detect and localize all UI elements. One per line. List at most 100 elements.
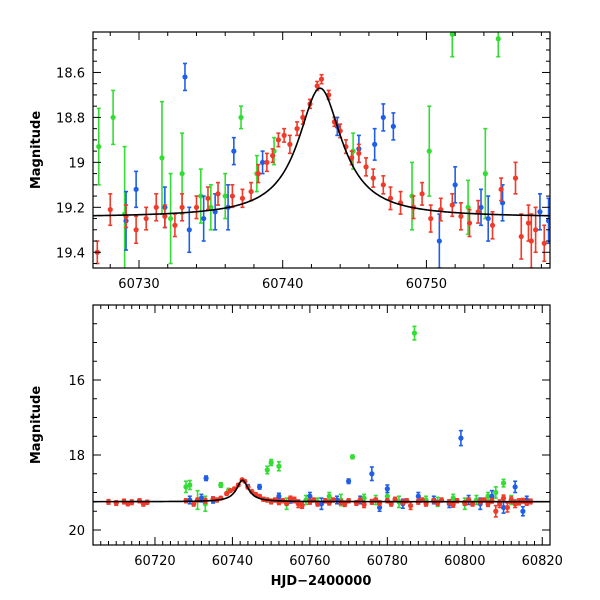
full-y-tick-label: 16 <box>68 374 85 389</box>
zoom-red-point <box>133 215 139 245</box>
zoom-red-point <box>179 193 185 222</box>
full-green-point <box>500 478 507 488</box>
zoom-data-points <box>94 32 550 268</box>
full-x-tick-label: 60760 <box>289 554 330 569</box>
zoom-blue-point <box>478 188 484 227</box>
zoom-red-point <box>193 195 200 220</box>
zoom-green-point <box>482 127 488 220</box>
full-red-point <box>500 494 507 502</box>
full-blue-point <box>458 429 464 447</box>
full-red-point <box>224 491 230 497</box>
zoom-red-point <box>419 181 425 206</box>
zoom-panel: 60730 60740 60750 18.6 18.8 19 19.2 19.4 Magnit… <box>29 31 551 292</box>
zoom-y-tick-label: 18.6 <box>56 66 85 81</box>
zoom-red-point <box>528 213 534 268</box>
zoom-y-tick-label: 19.4 <box>56 246 85 261</box>
full-plot-frame <box>92 304 551 546</box>
zoom-axes: 60730 60740 60750 18.6 18.8 19 19.2 19.4 <box>56 32 550 292</box>
full-blue-point <box>384 484 390 494</box>
full-panel: 60720 60740 60760 60780 60800 60820 16 18 20 Mag… <box>29 304 563 589</box>
zoom-green-point <box>110 89 116 146</box>
full-red-point <box>450 501 456 508</box>
full-green-point <box>268 458 274 467</box>
zoom-green-point <box>238 105 244 130</box>
full-blue-point <box>318 497 325 511</box>
full-blue-point <box>346 478 352 485</box>
zoom-green-point <box>208 184 214 231</box>
zoom-blue-point <box>182 62 188 92</box>
zoom-y-axis-label: Magnitude <box>29 111 44 190</box>
zoom-y-tick-label: 19 <box>68 156 85 171</box>
full-red-point <box>454 498 460 504</box>
full-green-point <box>411 325 418 341</box>
full-x-tick-label: 60780 <box>367 554 408 569</box>
zoom-red-point <box>512 161 519 195</box>
zoom-red-point <box>541 224 547 263</box>
zoom-red-point <box>458 202 464 231</box>
zoom-red-point <box>248 181 254 202</box>
zoom-blue-point <box>259 150 266 175</box>
full-red-point <box>504 502 510 513</box>
zoom-blue-point <box>452 166 458 204</box>
full-green-point <box>218 481 224 489</box>
full-green-point <box>485 491 491 501</box>
full-red-point <box>493 504 499 518</box>
zoom-green-point <box>449 32 455 58</box>
zoom-red-point <box>153 193 159 222</box>
zoom-red-point <box>215 181 221 206</box>
zoom-red-point <box>229 184 235 209</box>
zoom-red-point <box>533 206 539 254</box>
zoom-blue-point <box>380 103 386 132</box>
zoom-blue-point <box>436 213 442 268</box>
full-blue-point <box>256 483 263 490</box>
full-red-point <box>121 498 127 505</box>
zoom-red-point <box>489 211 496 240</box>
full-green-point <box>493 486 499 499</box>
full-red-point <box>407 501 414 511</box>
zoom-red-point <box>275 132 281 148</box>
zoom-red-point <box>318 73 325 85</box>
zoom-plot-frame <box>92 31 551 269</box>
full-red-point <box>227 488 234 494</box>
full-y-axis-label: Magnitude <box>29 386 44 465</box>
zoom-red-point <box>428 204 434 233</box>
zoom-red-point <box>287 134 293 155</box>
zoom-red-point <box>356 143 362 164</box>
zoom-red-point <box>172 213 178 238</box>
full-blue-point <box>512 480 518 494</box>
zoom-red-point <box>107 193 113 227</box>
full-blue-point <box>276 492 282 501</box>
full-model-curve <box>93 479 550 503</box>
zoom-red-point <box>518 213 524 260</box>
zoom-red-point <box>363 157 369 177</box>
zoom-blue-point <box>133 170 139 209</box>
full-blue-point <box>369 466 375 482</box>
full-x-tick-label: 60800 <box>444 554 485 569</box>
full-x-tick-label: 60720 <box>134 554 175 569</box>
zoom-red-point <box>397 190 404 215</box>
full-axes: 60720 60740 60760 60780 60800 60820 16 18 20 <box>68 304 563 569</box>
full-blue-point <box>520 505 526 517</box>
zoom-red-point <box>143 206 149 231</box>
zoom-x-tick-label: 60740 <box>262 277 303 292</box>
full-y-tick-label: 20 <box>68 524 85 539</box>
zoom-model-curve <box>93 87 550 217</box>
zoom-red-point <box>294 121 300 137</box>
full-x-tick-label: 60820 <box>522 554 563 569</box>
zoom-red-point <box>380 175 386 195</box>
full-green-point <box>264 465 270 475</box>
zoom-green-point <box>426 105 432 197</box>
zoom-green-point <box>159 100 165 215</box>
full-blue-point <box>203 475 209 482</box>
zoom-blue-point <box>545 197 550 245</box>
zoom-y-tick-label: 18.8 <box>56 111 85 126</box>
full-green-point <box>183 480 189 494</box>
full-red-point <box>256 493 263 499</box>
zoom-blue-point <box>390 112 396 141</box>
full-x-tick-label: 60740 <box>212 554 253 569</box>
zoom-green-point <box>198 168 204 224</box>
zoom-red-point <box>205 186 211 211</box>
zoom-y-tick-label: 19.2 <box>56 201 85 216</box>
full-green-point <box>473 494 480 506</box>
